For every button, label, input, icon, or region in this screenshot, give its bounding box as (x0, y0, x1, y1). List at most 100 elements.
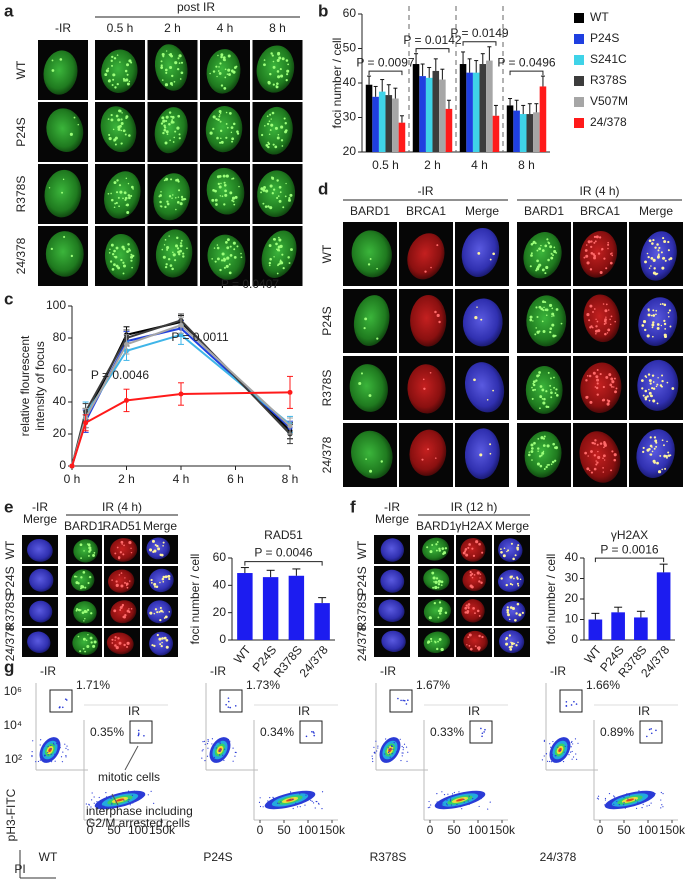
focus (439, 606, 443, 611)
column-label: -IR (55, 21, 71, 35)
annotation: G2/M arrested cells (86, 816, 190, 830)
focus (176, 126, 180, 130)
panel-letter: c (4, 289, 13, 308)
focus (436, 541, 439, 543)
focus (162, 255, 166, 259)
focus (598, 236, 602, 239)
focus (122, 264, 126, 268)
focus (151, 582, 153, 584)
focus (437, 586, 440, 589)
cell-density (285, 798, 295, 802)
focus (163, 637, 167, 640)
panel-letter: a (4, 1, 14, 20)
focus (213, 247, 216, 249)
focus (542, 309, 545, 312)
cell-dot (211, 752, 213, 754)
focus (539, 407, 541, 410)
cell-dot (222, 754, 224, 756)
focus (611, 385, 613, 388)
focus (554, 446, 558, 450)
focus (535, 269, 538, 272)
focus (236, 130, 239, 133)
focus (269, 113, 271, 116)
nucleus (45, 231, 84, 277)
focus (650, 314, 653, 317)
nucleus (43, 50, 78, 95)
cell-dot (616, 806, 618, 808)
focus (657, 253, 660, 256)
focus (438, 609, 441, 613)
row-label: 24/378 (3, 624, 17, 661)
focus (225, 264, 229, 268)
focus (648, 267, 651, 269)
focus (430, 640, 433, 642)
focus (430, 266, 432, 269)
y-tick-label: 80 (53, 330, 67, 344)
focus (438, 638, 442, 641)
y-tick-label: 40 (213, 578, 227, 592)
column-label: Merge (375, 512, 409, 526)
focus (149, 548, 153, 552)
cell-dot (481, 732, 484, 735)
focus (162, 575, 166, 579)
focus (159, 200, 162, 204)
focus (212, 189, 215, 192)
focus (661, 266, 665, 270)
focus (376, 267, 378, 270)
cell-dot (93, 802, 95, 804)
cell-dot (234, 751, 236, 753)
cell-dot (210, 754, 212, 756)
focus (663, 303, 667, 307)
focus (550, 463, 553, 466)
focus (130, 608, 133, 610)
focus (111, 579, 113, 581)
focus (227, 68, 231, 72)
nucleus (381, 630, 406, 652)
cell-dot (397, 697, 399, 700)
focus (110, 243, 114, 247)
focus (465, 553, 469, 557)
cell-dot (289, 798, 291, 800)
focus (536, 374, 540, 378)
cell-dot (572, 743, 574, 745)
focus (605, 303, 608, 306)
focus (584, 249, 588, 252)
focus (583, 256, 586, 259)
focus (596, 320, 599, 323)
cell-dot (575, 753, 577, 755)
focus (516, 577, 519, 580)
focus (276, 82, 279, 86)
cell-dot (654, 793, 656, 795)
percentage: 1.71% (76, 678, 110, 692)
focus (126, 646, 129, 648)
cell-dot (648, 728, 651, 731)
focus (115, 201, 118, 204)
cell-dot (377, 747, 379, 749)
focus (586, 375, 589, 377)
focus (51, 59, 54, 62)
focus (466, 644, 468, 646)
y-tick-label: 60 (53, 362, 67, 376)
focus (551, 307, 554, 310)
focus (169, 139, 171, 142)
legend-swatch (574, 118, 584, 128)
cell-dot (215, 747, 217, 749)
gate (129, 720, 153, 744)
x-tick-label: 2 h (118, 472, 135, 486)
focus (128, 80, 131, 83)
cell-dot (47, 746, 49, 748)
focus (285, 79, 288, 82)
focus (161, 637, 164, 640)
focus (474, 316, 478, 320)
focus (644, 398, 648, 401)
focus (511, 583, 514, 586)
x-tick-label: WT (231, 642, 254, 666)
focus (150, 578, 153, 582)
focus (282, 267, 285, 270)
focus (85, 610, 88, 613)
bar (445, 108, 453, 152)
legend-swatch (574, 55, 584, 65)
focus (596, 382, 599, 385)
focus (595, 332, 597, 335)
focus (130, 259, 133, 262)
